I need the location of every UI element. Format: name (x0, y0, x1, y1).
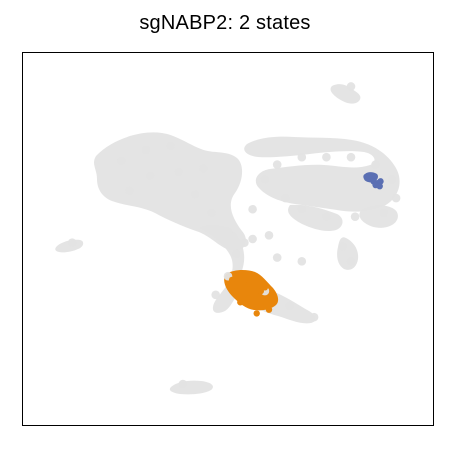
scatter-point-series-1-17 (298, 153, 307, 162)
scatter-point-series-1-13 (240, 238, 249, 247)
scatter-point-series-1-20 (371, 160, 380, 169)
scatter-point-series-1-29 (273, 253, 282, 262)
background-cluster-bottom-small (170, 381, 213, 395)
scatter-point-series-2-12 (254, 310, 260, 316)
scatter-point-series-1-1 (117, 157, 126, 166)
scatter-point-series-1-3 (166, 142, 175, 151)
scatter-point-series-1-8 (207, 209, 216, 218)
scatter-point-series-1-19 (347, 153, 356, 162)
scatter-point-series-1-34 (285, 302, 294, 311)
scatter-point-series-1-16 (273, 160, 282, 169)
scatter-point-series-3-5 (377, 183, 383, 189)
scatter-point-series-1-2 (142, 145, 151, 154)
scatter-point-series-1-10 (232, 250, 241, 259)
chart-title: sgNABP2: 2 states (0, 12, 450, 35)
scatter-point-series-1-28 (265, 231, 274, 240)
scatter-point-series-1-27 (281, 194, 290, 203)
scatter-point-series-1-37 (347, 82, 356, 91)
scatter-point-series-1-14 (248, 205, 257, 214)
scatter-point-series-1-25 (322, 212, 331, 221)
scatter-point-series-1-7 (191, 190, 200, 199)
scatter-point-series-1-35 (310, 313, 319, 322)
scatter-point-series-1-5 (125, 186, 134, 195)
scatter-point-series-2-10 (262, 284, 268, 290)
background-cluster-right-lobe (337, 237, 358, 270)
plot-area (22, 52, 434, 426)
scatter-point-series-1-18 (322, 153, 331, 162)
umap-scatter (23, 53, 433, 425)
scatter-point-series-1-21 (388, 175, 397, 184)
scatter-point-series-1-9 (224, 227, 233, 236)
background-cluster-top-small (331, 84, 361, 104)
scatter-point-series-2-8 (266, 306, 272, 312)
scatter-point-series-2-5 (233, 288, 239, 294)
scatter-point-series-1-23 (380, 209, 389, 218)
scatter-point-series-1-32 (347, 257, 356, 266)
scatter-point-series-2-1 (229, 277, 235, 283)
scatter-point-series-2-6 (245, 295, 251, 301)
scatter-point-series-1-36 (68, 238, 77, 247)
scatter-point-series-2-9 (241, 277, 247, 283)
scatter-point-series-1-38 (179, 380, 188, 389)
scatter-point-series-1-22 (392, 194, 401, 203)
scatter-point-series-2-4 (270, 295, 276, 301)
scatter-point-series-1-15 (261, 175, 270, 184)
scatter-point-series-1-12 (211, 291, 220, 300)
scatter-point-series-1-39 (248, 235, 257, 244)
background-cell-clusters (55, 84, 399, 394)
background-cluster-right-edge (359, 205, 398, 228)
scatter-point-series-1-31 (339, 242, 348, 251)
scatter-point-series-2-11 (237, 299, 243, 305)
scatter-point-series-1-30 (298, 257, 307, 266)
scatter-point-series-1-4 (146, 171, 155, 180)
scatter-point-series-1-40 (199, 164, 208, 173)
scatter-point-series-1-24 (351, 212, 360, 221)
scatter-point-series-2-7 (258, 303, 264, 309)
scatter-point-series-1-6 (175, 168, 184, 177)
scatter-point-series-1-26 (298, 205, 307, 214)
